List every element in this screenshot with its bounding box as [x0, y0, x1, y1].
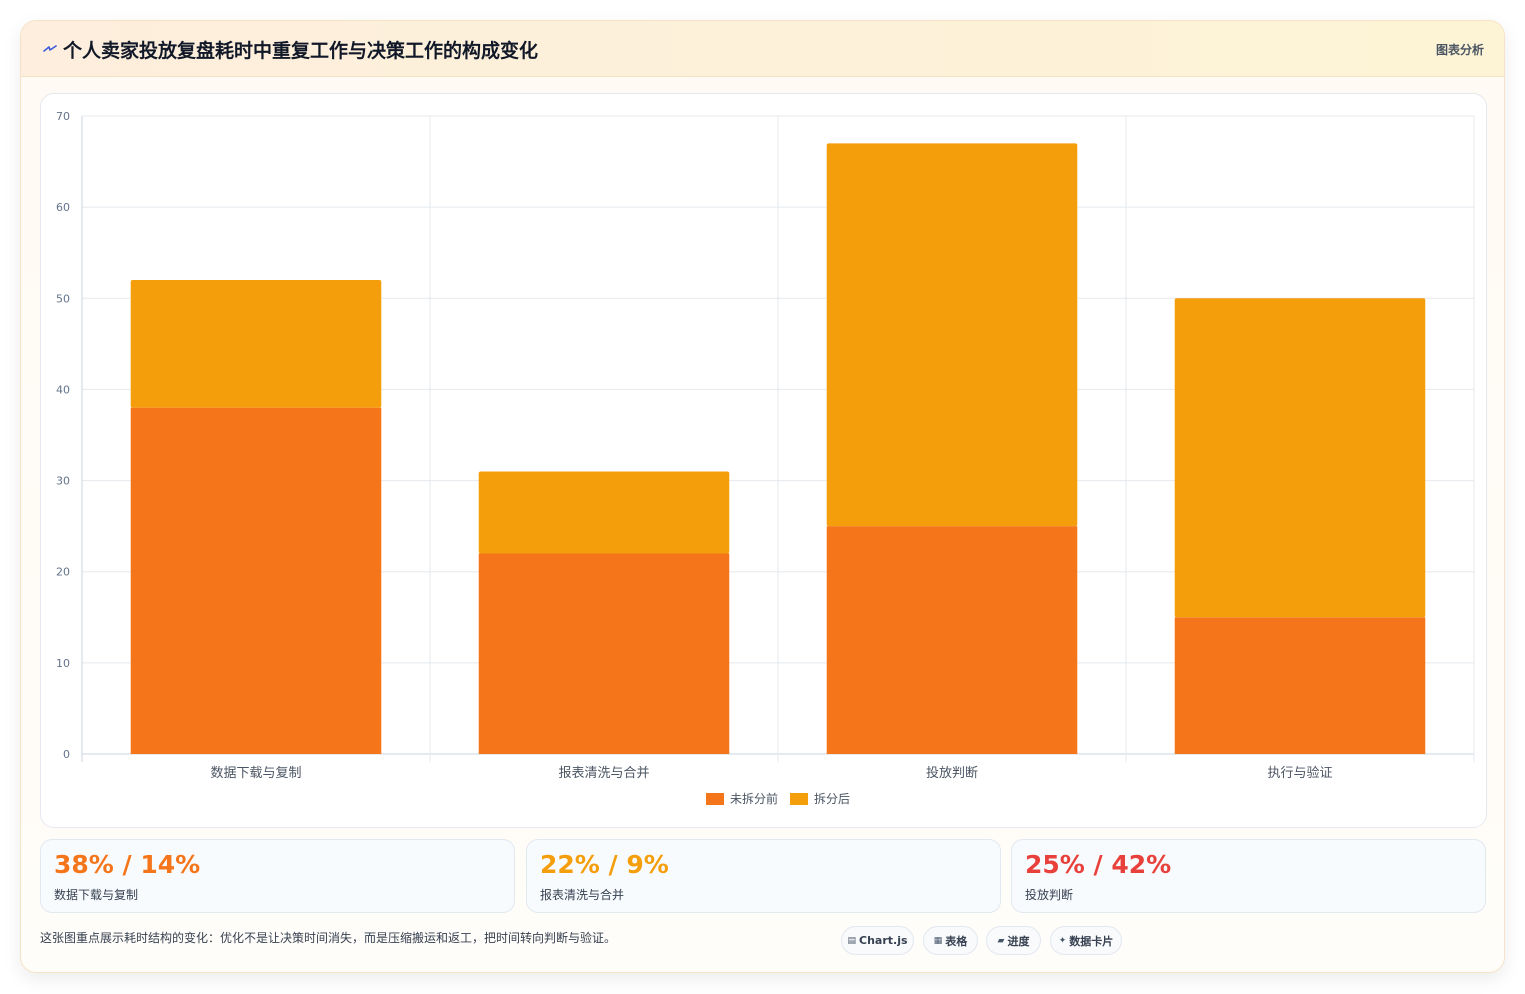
chart-icon: ▤ [847, 935, 856, 946]
table-icon: ▦ [933, 935, 943, 946]
x-tick-label: 数据下载与复制 [210, 766, 301, 781]
y-tick-label: 20 [56, 566, 70, 579]
bar-after [478, 471, 730, 554]
legend-label: 未拆分前 [730, 791, 778, 806]
y-tick-label: 60 [56, 201, 70, 214]
stat-card-data-download: 38% / 14% 数据下载与复制 [40, 839, 515, 913]
legend-swatch [706, 793, 724, 805]
chart-card: 个人卖家投放复盘耗时中重复工作与决策工作的构成变化 图表分析 0 10 20 30 40… [20, 20, 1505, 973]
chart-title: 个人卖家投放复盘耗时中重复工作与决策工作的构成变化 [63, 40, 539, 62]
sparkle-icon: ✦ [1058, 935, 1067, 946]
chip-label: 进度 [1007, 934, 1030, 948]
x-tick-label: 投放判断 [926, 765, 978, 781]
progress-icon: ▰ [997, 935, 1005, 946]
chip-data-card[interactable]: ✦ 数据卡片 [1050, 926, 1122, 955]
chip-label: 数据卡片 [1069, 934, 1114, 948]
bar-after [1174, 298, 1426, 618]
bar-before [130, 407, 382, 754]
bar-before [1174, 617, 1426, 754]
chip-label: 表格 [945, 934, 968, 948]
bar-after [130, 280, 382, 408]
footnote: 这张图重点展示耗时结构的变化：优化不是让决策时间消失，而是压缩搬运和返工，把时间… [40, 931, 617, 945]
x-tick-label: 执行与验证 [1267, 765, 1332, 781]
chip-progress[interactable]: ▰ 进度 [986, 926, 1041, 955]
stat-card-decision: 25% / 42% 投放判断 [1011, 839, 1486, 913]
bar-before [478, 553, 730, 754]
y-tick-label: 30 [56, 475, 70, 488]
x-tick-label: 报表清洗与合并 [558, 766, 649, 781]
chip-table[interactable]: ▦ 表格 [923, 926, 978, 955]
stacked-bar-chart: 0 10 20 30 40 50 60 70 数据下载与复制 报表清洗与合并 投放判断 执行与验证未拆… [56, 110, 1475, 806]
y-tick-label: 70 [56, 110, 70, 123]
stat-label: 投放判断 [1025, 888, 1074, 902]
stat-label: 数据下载与复制 [54, 888, 139, 902]
stat-card-report-cleaning: 22% / 9% 报表清洗与合并 [526, 839, 1001, 913]
stat-label: 报表清洗与合并 [540, 888, 625, 902]
y-tick-label: 0 [63, 748, 70, 761]
chart-analysis-tag[interactable]: 图表分析 [1435, 43, 1484, 57]
stat-value: 25% / 42% [1025, 850, 1172, 879]
lightning-icon [43, 45, 57, 52]
card-header: 个人卖家投放复盘耗时中重复工作与决策工作的构成变化 图表分析 [21, 21, 1504, 77]
y-tick-label: 40 [56, 383, 70, 396]
bar-before [826, 526, 1078, 754]
chip-chartjs[interactable]: ▤ Chart.js [841, 926, 914, 955]
legend-swatch [790, 793, 808, 805]
y-tick-label: 50 [56, 292, 70, 305]
chip-label: Chart.js [859, 934, 908, 947]
legend-label: 拆分后 [814, 791, 850, 806]
bar-after [826, 143, 1078, 527]
stat-value: 22% / 9% [540, 850, 669, 879]
y-tick-label: 10 [56, 657, 70, 670]
stat-value: 38% / 14% [54, 850, 201, 879]
chart-container: 0 10 20 30 40 50 60 70 数据下载与复制 报表清洗与合并 投放判断 执行与验证未拆… [40, 93, 1487, 828]
